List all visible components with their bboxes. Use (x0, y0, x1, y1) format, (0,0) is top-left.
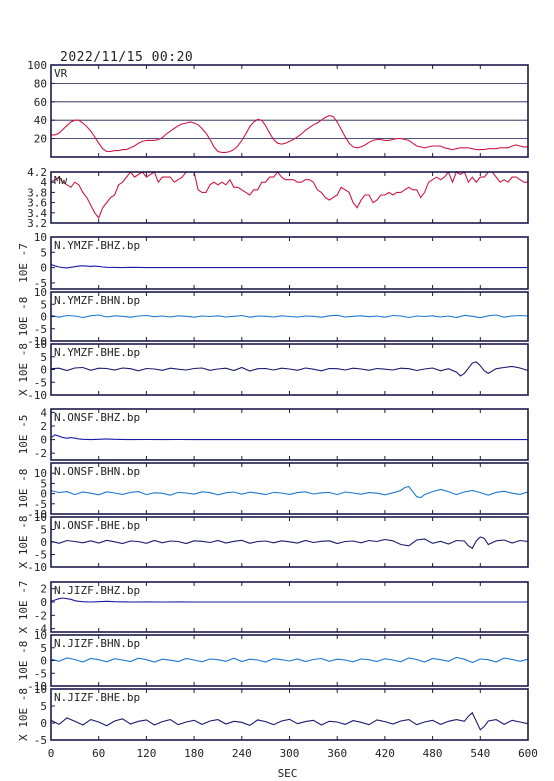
ymzf-bhn-panel-label: N.YMZF.BHN.bp (54, 294, 140, 307)
onsf-bhe-unit-label: X 10E -8 (17, 516, 30, 569)
jizf-bhn-ytick-label: -5 (34, 667, 47, 680)
onsf-bhe-ytick-label: 10 (34, 511, 47, 524)
jizf-bhn-panel-label: N.JIZF.BHN.bp (54, 637, 140, 650)
ymzf-bhe-ytick-label: 10 (34, 338, 47, 351)
x-axis-label: SEC (278, 767, 298, 780)
onsf-bhn-unit-label: 10E -8 (17, 469, 30, 509)
jizf-bhe-panel-label: N.JIZF.BHE.bp (54, 691, 140, 704)
vr-ytick-label: 20 (34, 133, 47, 146)
onsf-bhn-ytick-label: -10 (27, 508, 47, 521)
onsf-bhz-ytick-label: 0 (40, 434, 47, 447)
onsf-bhe-ytick-label: 5 (40, 524, 47, 537)
jizf-bhn-ytick-label: 0 (40, 655, 47, 668)
ymzf-bhz-panel-label: N.YMZF.BHZ.bp (54, 239, 140, 252)
vr-ytick-label: 60 (34, 96, 47, 109)
jizf-bhn-series-line (50, 656, 529, 664)
jizf-bhz-panel-label: N.JIZF.BHZ.bp (54, 584, 140, 597)
mw-series-line (50, 170, 528, 219)
onsf-bhe-ytick-label: 0 (40, 536, 47, 549)
ymzf-bhz-ytick-label: -5 (34, 277, 47, 290)
jizf-bhz-unit-label: X 10E -7 (17, 581, 30, 634)
vr-series-line (51, 115, 528, 153)
onsf-bhn-series-line (50, 485, 529, 499)
vr-ytick-label: 100 (27, 59, 47, 72)
ymzf-bhn-unit-label: 10E -8 (17, 297, 30, 337)
onsf-bhz-unit-label: 10E -5 (17, 415, 30, 455)
jizf-bhn-ytick-label: 10 (34, 629, 47, 642)
jizf-bhz-ytick-label: 0 (40, 596, 47, 609)
jizf-bhe-ytick-label: 0 (40, 717, 47, 730)
xtick-label: 120 (136, 747, 156, 760)
ymzf-bhn-series-line (50, 314, 529, 319)
xtick-label: 600 (518, 747, 538, 760)
jizf-bhn-ytick-label: -10 (27, 680, 47, 693)
ymzf-bhz-series-line (50, 263, 528, 269)
ymzf-bhe-ytick-label: 0 (40, 364, 47, 377)
mw-panel-label: Mw (54, 174, 68, 187)
ymzf-bhn-ytick-label: -5 (34, 323, 47, 336)
mw-ytick-label: 3.8 (27, 186, 47, 199)
onsf-bhe-ytick-label: -5 (34, 549, 47, 562)
vr-ytick-label: 40 (34, 114, 47, 127)
mw-ytick-label: 4.2 (27, 166, 47, 179)
onsf-bhn-ytick-label: 5 (40, 477, 47, 490)
chart-datetime: 2022/11/15 00:20 (60, 50, 194, 65)
jizf-bhn-ytick-label: 5 (40, 642, 47, 655)
ymzf-bhn-ytick-label: 5 (40, 298, 47, 311)
ymzf-bhn-ytick-label: 10 (34, 286, 47, 299)
xtick-label: 360 (327, 747, 347, 760)
xtick-label: 420 (375, 747, 395, 760)
ymzf-bhe-panel-label: N.YMZF.BHE.bp (54, 346, 140, 359)
jizf-bhz-series-line (50, 597, 528, 603)
xtick-label: 240 (232, 747, 252, 760)
onsf-bhe-ytick-label: -10 (27, 561, 47, 574)
mw-ytick-label: 4 (40, 176, 47, 189)
xtick-label: 300 (280, 747, 300, 760)
xtick-label: 180 (184, 747, 204, 760)
onsf-bhe-series-line (50, 536, 529, 550)
ymzf-bhz-ytick-label: 10 (34, 231, 47, 244)
onsf-bhe-panel-label: N.ONSF.BHE.bp (54, 519, 140, 532)
xtick-label: 540 (470, 747, 490, 760)
ymzf-bhe-ytick-label: -5 (34, 376, 47, 389)
onsf-bhn-ytick-label: 0 (40, 488, 47, 501)
jizf-bhe-unit-label: X 10E -8 (17, 688, 30, 741)
onsf-bhn-ytick-label: 10 (34, 467, 47, 480)
ymzf-bhz-unit-label: 10E -7 (17, 243, 30, 283)
mw-ytick-label: 3.2 (27, 217, 47, 230)
xtick-label: 60 (92, 747, 105, 760)
mw-ytick-label: 3.4 (27, 207, 47, 220)
ymzf-bhe-series-line (50, 361, 529, 377)
ymzf-bhz-ytick-label: 5 (40, 246, 47, 259)
mw-ytick-label: 3.6 (27, 197, 47, 210)
jizf-bhz-ytick-label: -2 (34, 609, 47, 622)
vr-ytick-label: 80 (34, 77, 47, 90)
jizf-bhe-ytick-label: 5 (40, 700, 47, 713)
ymzf-bhn-ytick-label: -10 (27, 335, 47, 348)
jizf-bhz-ytick-label: 2 (40, 583, 47, 596)
xtick-label: 0 (48, 747, 55, 760)
jizf-bhe-ytick-label: -5 (34, 734, 47, 747)
ymzf-bhe-ytick-label: 5 (40, 351, 47, 364)
vr-panel-frame (50, 64, 529, 158)
onsf-bhz-ytick-label: 4 (40, 406, 47, 419)
ymzf-bhe-ytick-label: -10 (27, 389, 47, 402)
ymzf-bhe-unit-label: X 10E -8 (17, 343, 30, 396)
onsf-bhz-panel-label: N.ONSF.BHZ.bp (54, 411, 140, 424)
onsf-bhz-ytick-label: 2 (40, 420, 47, 433)
jizf-bhe-ytick-label: 10 (34, 683, 47, 696)
onsf-bhn-panel-label: N.ONSF.BHN.bp (54, 465, 140, 478)
vr-panel-label: VR (54, 67, 68, 80)
ymzf-bhn-ytick-label: 0 (40, 311, 47, 324)
jizf-bhz-ytick-label: -4 (34, 623, 48, 636)
jizf-bhe-series-line (50, 711, 529, 731)
onsf-bhn-ytick-label: -5 (34, 498, 47, 511)
ymzf-bhz-ytick-label: 0 (40, 262, 47, 275)
xtick-label: 480 (423, 747, 443, 760)
jizf-bhn-unit-label: 10E -8 (17, 641, 30, 681)
onsf-bhz-series-line (50, 434, 528, 441)
onsf-bhz-ytick-label: -2 (34, 447, 47, 460)
